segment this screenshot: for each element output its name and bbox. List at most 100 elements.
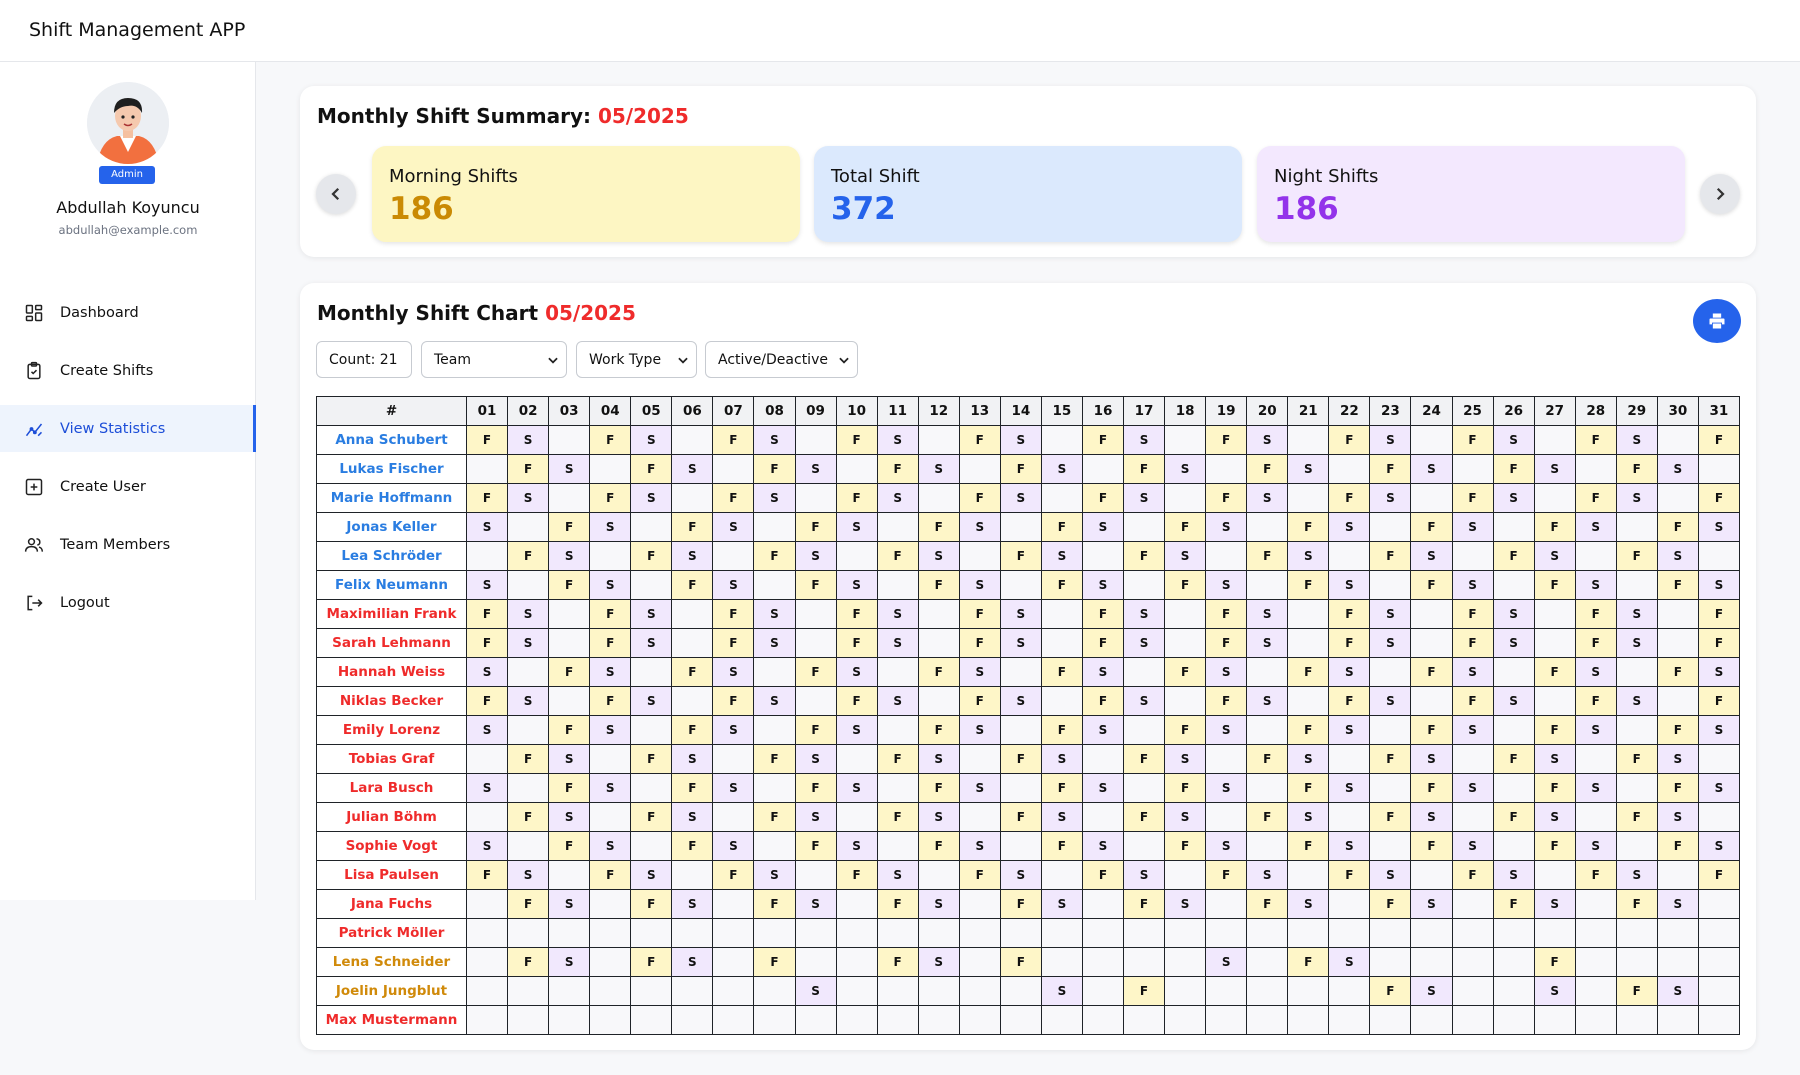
employee-name[interactable]: Lena Schneider xyxy=(316,947,467,977)
shift-cell: F xyxy=(1287,773,1330,803)
shift-cell: S xyxy=(999,628,1042,658)
header-day: 22 xyxy=(1328,396,1371,426)
table-row: Jonas Keller S F S F S F S F S F S F S F S F S F S F S xyxy=(316,512,1741,542)
shift-cell: F xyxy=(958,686,1001,716)
shift-cell xyxy=(835,947,878,977)
shift-cell xyxy=(1122,918,1166,948)
shift-cell xyxy=(1287,686,1330,716)
shift-cell xyxy=(1246,976,1289,1006)
shift-cell: S xyxy=(1205,773,1248,803)
shift-cell: F xyxy=(1369,541,1412,571)
shift-cell: F xyxy=(876,454,919,484)
employee-name[interactable]: Jana Fuchs xyxy=(316,889,467,919)
header-day: 27 xyxy=(1533,396,1576,426)
employee-name[interactable]: Emily Lorenz xyxy=(316,715,467,745)
shift-cell xyxy=(1615,831,1658,861)
table-row: Niklas Becker F S F S F S F S F S F S F S F S F S F S F xyxy=(316,686,1741,716)
table-row: Felix Neumann S F S F S F S F S F S F S F S F S F S F S xyxy=(316,570,1741,600)
employee-name[interactable]: Lea Schröder xyxy=(316,541,467,571)
shift-cell: S xyxy=(1574,715,1617,745)
nav-create-shifts[interactable]: Create Shifts xyxy=(0,347,256,394)
shift-cell: F xyxy=(1369,976,1412,1006)
prev-month-button[interactable] xyxy=(316,174,356,214)
nav-view-statistics[interactable]: View Statistics xyxy=(0,405,256,452)
shift-cell xyxy=(465,889,509,919)
shift-cell xyxy=(794,1005,837,1035)
shift-cell xyxy=(1081,454,1125,484)
employee-name[interactable]: Sarah Lehmann xyxy=(316,628,467,658)
nav-team-members[interactable]: Team Members xyxy=(0,521,256,568)
print-button[interactable] xyxy=(1693,299,1741,343)
employee-name[interactable]: Max Mustermann xyxy=(316,1005,467,1035)
shift-cell xyxy=(794,425,837,455)
shift-cell xyxy=(1369,570,1412,600)
shift-cell: F xyxy=(753,802,796,832)
nav-logout[interactable]: Logout xyxy=(0,579,256,626)
shift-cell xyxy=(958,802,1001,832)
employee-name[interactable]: Joelin Jungblut xyxy=(316,976,467,1006)
employee-name[interactable]: Niklas Becker xyxy=(316,686,467,716)
shift-cell: S xyxy=(1122,599,1166,629)
shift-cell: F xyxy=(1122,976,1166,1006)
shift-cell xyxy=(1615,947,1658,977)
shift-cell: S xyxy=(1287,889,1330,919)
active-deactive-select[interactable]: Active/Deactive xyxy=(705,341,858,378)
shift-cell: S xyxy=(1697,715,1741,745)
shift-cell xyxy=(1205,889,1248,919)
employee-name[interactable]: Anna Schubert xyxy=(316,425,467,455)
shift-cell: F xyxy=(1040,570,1083,600)
shift-cell xyxy=(1122,570,1166,600)
shift-cell xyxy=(1451,454,1494,484)
shift-cell: F xyxy=(671,773,714,803)
shift-cell: F xyxy=(630,454,673,484)
shift-cell xyxy=(999,918,1042,948)
stat-label: Night Shifts xyxy=(1274,166,1379,187)
shift-cell: S xyxy=(630,686,673,716)
shift-cell xyxy=(589,1005,632,1035)
employee-name[interactable]: Sophie Vogt xyxy=(316,831,467,861)
shift-cell xyxy=(507,976,550,1006)
employee-name[interactable]: Maximilian Frank xyxy=(316,599,467,629)
employee-name[interactable]: Marie Hoffmann xyxy=(316,483,467,513)
nav-create-user[interactable]: Create User xyxy=(0,463,256,510)
shift-cell xyxy=(548,918,591,948)
shift-cell xyxy=(630,976,673,1006)
shift-cell xyxy=(1040,628,1083,658)
employee-name[interactable]: Lara Busch xyxy=(316,773,467,803)
nav-label: Create User xyxy=(60,478,146,495)
shift-cell: S xyxy=(1615,686,1658,716)
shift-cell: S xyxy=(1040,541,1083,571)
work-type-select[interactable]: Work Type xyxy=(576,341,697,378)
shift-cell: F xyxy=(876,802,919,832)
shift-cell: S xyxy=(876,483,919,513)
shift-cell xyxy=(1328,976,1371,1006)
employee-name[interactable]: Felix Neumann xyxy=(316,570,467,600)
shift-cell: F xyxy=(1246,802,1289,832)
employee-name[interactable]: Lukas Fischer xyxy=(316,454,467,484)
employee-name[interactable]: Tobias Graf xyxy=(316,744,467,774)
shift-cell: S xyxy=(794,454,837,484)
shift-cell: F xyxy=(1697,599,1741,629)
employee-name[interactable]: Julian Böhm xyxy=(316,802,467,832)
shift-cell: S xyxy=(548,744,591,774)
shift-cell: F xyxy=(1369,744,1412,774)
shift-cell xyxy=(1328,744,1371,774)
shift-cell: F xyxy=(589,483,632,513)
shift-cell: F xyxy=(794,715,837,745)
employee-name[interactable]: Hannah Weiss xyxy=(316,657,467,687)
employee-name[interactable]: Lisa Paulsen xyxy=(316,860,467,890)
shift-cell xyxy=(917,1005,960,1035)
nav-dashboard[interactable]: Dashboard xyxy=(0,289,256,336)
shift-cell: S xyxy=(1492,686,1535,716)
shift-cell: S xyxy=(917,947,960,977)
shift-cell: F xyxy=(1533,570,1576,600)
next-month-button[interactable] xyxy=(1700,174,1740,214)
employee-name[interactable]: Jonas Keller xyxy=(316,512,467,542)
shift-cell: F xyxy=(1246,889,1289,919)
shift-cell xyxy=(794,947,837,977)
shift-cell: F xyxy=(1451,483,1494,513)
employee-name[interactable]: Patrick Möller xyxy=(316,918,467,948)
team-select[interactable]: Team xyxy=(421,341,567,378)
shift-cell xyxy=(835,889,878,919)
shift-cell: S xyxy=(548,454,591,484)
